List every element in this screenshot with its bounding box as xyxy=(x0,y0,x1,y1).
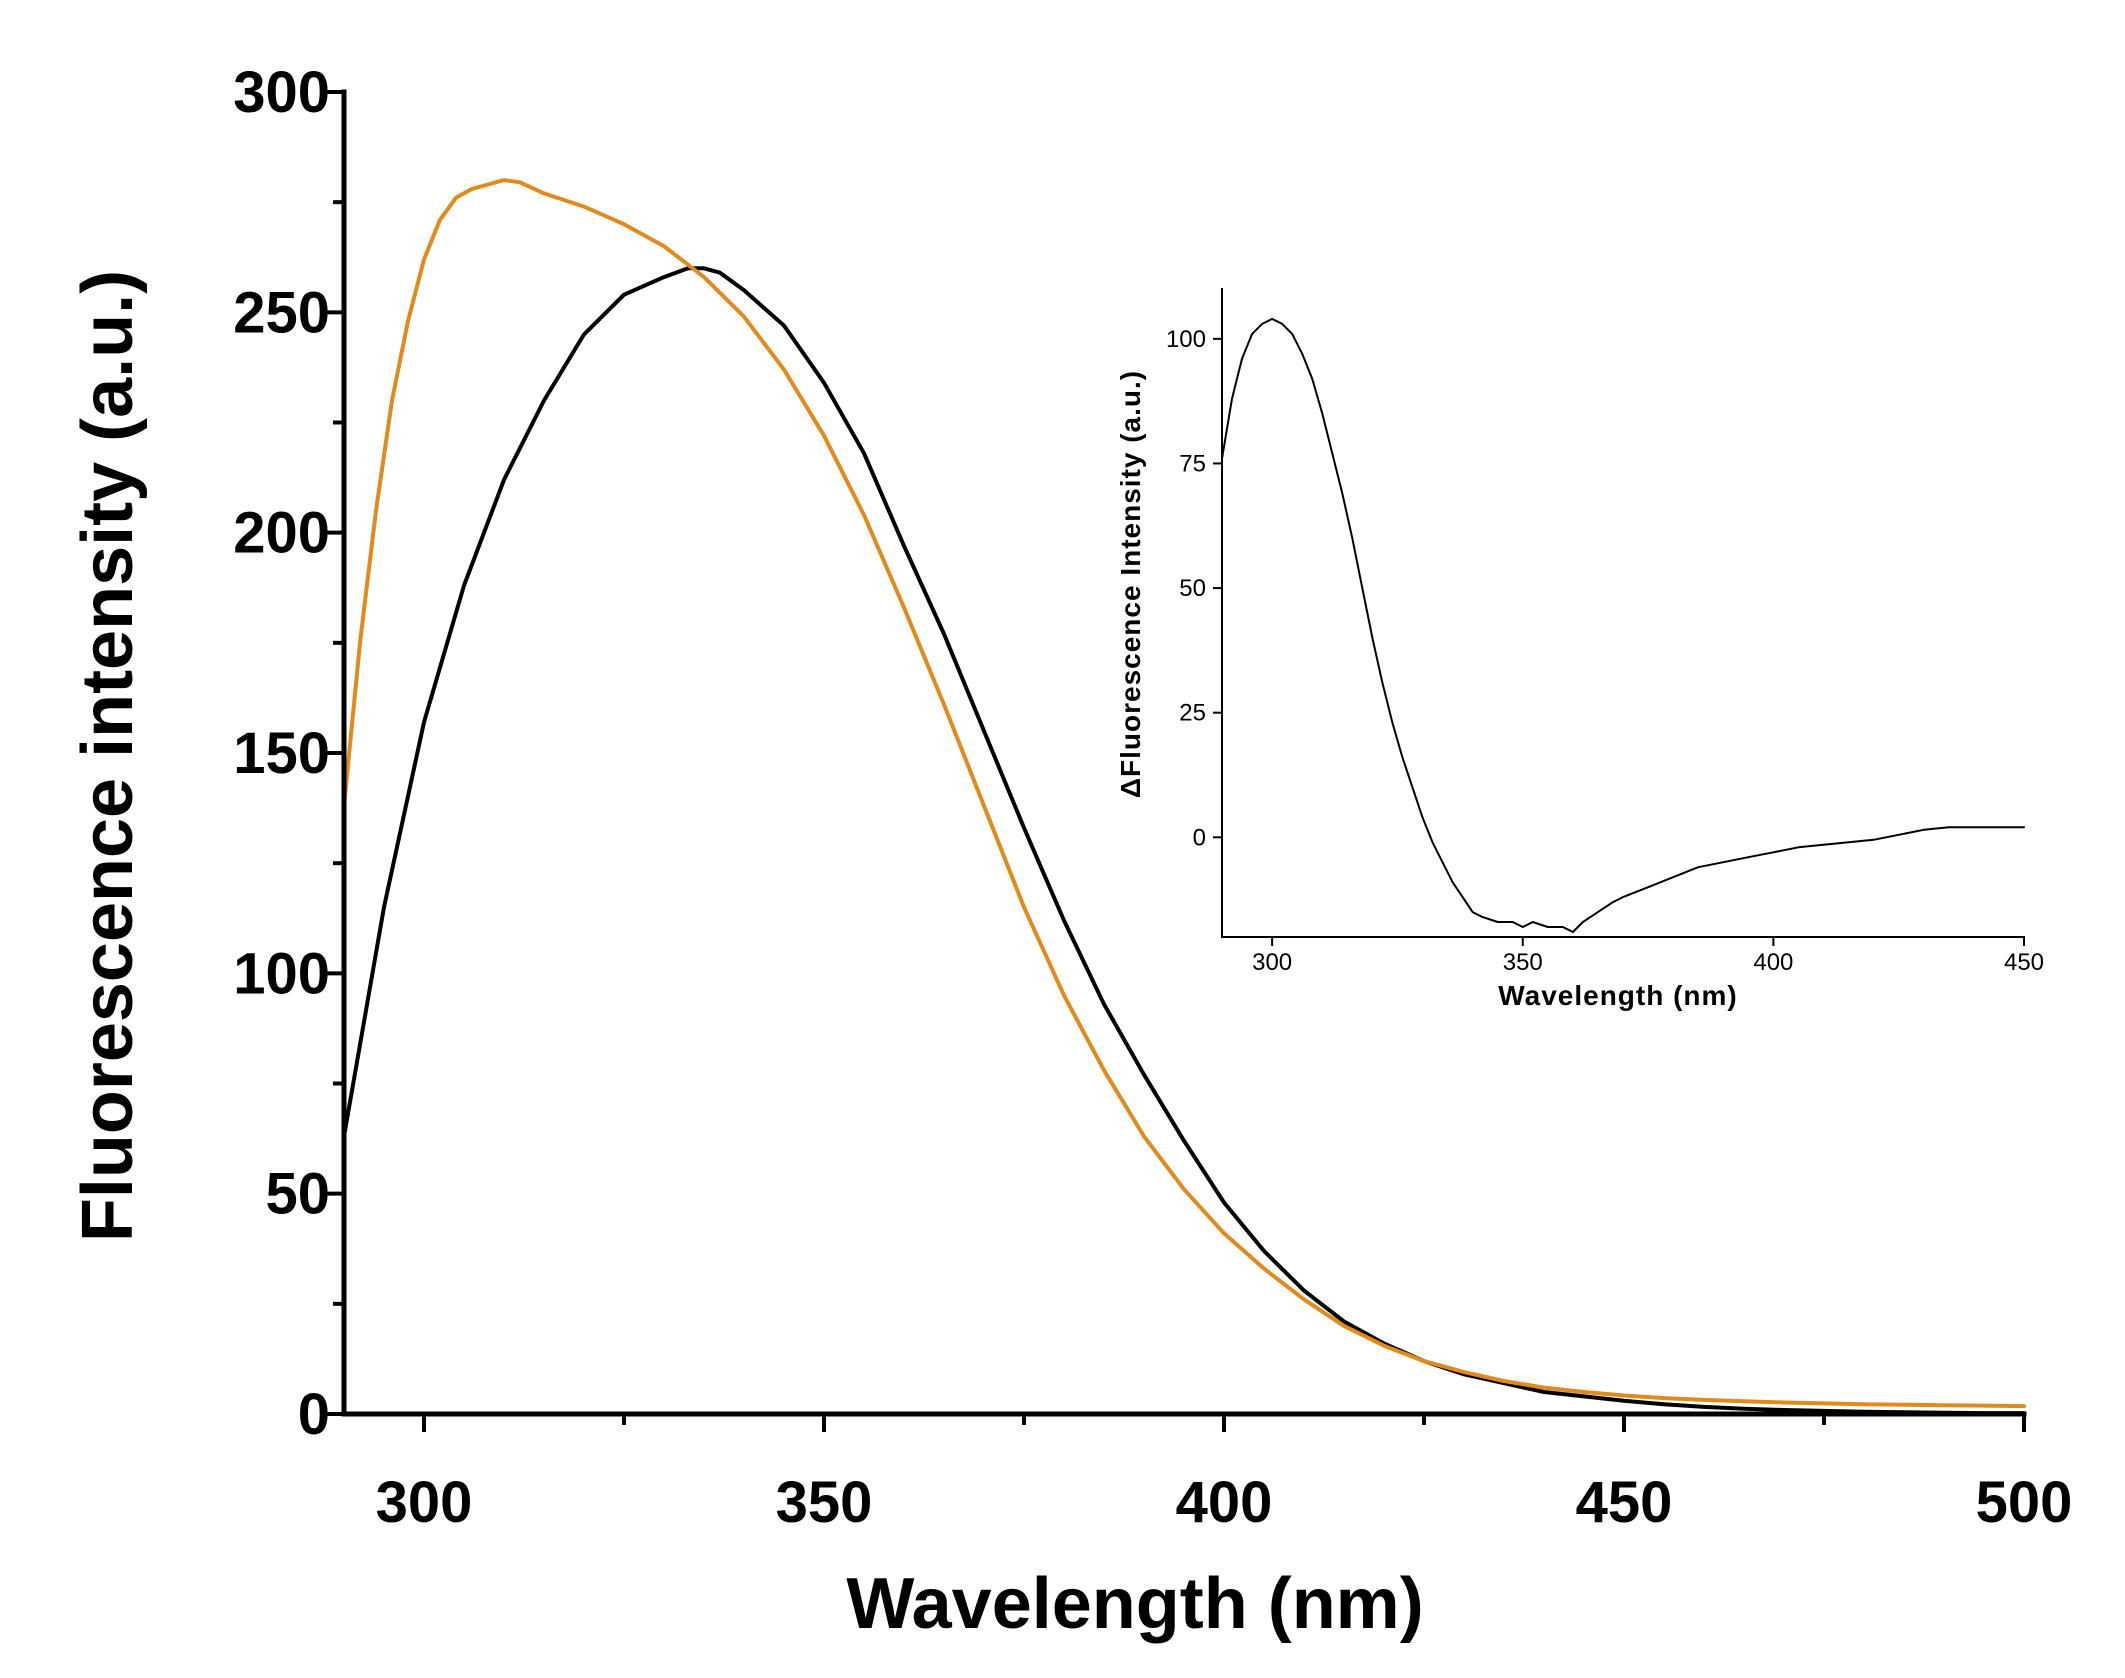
main-x-tick-label: 350 xyxy=(776,1470,873,1535)
inset-y-tick-label: 0 xyxy=(1193,824,1206,851)
inset-x-tick-label: 400 xyxy=(1753,949,1793,976)
main-y-tick-label: 50 xyxy=(265,1162,330,1227)
inset-x-tick-label: 300 xyxy=(1252,949,1292,976)
main-series-group xyxy=(342,178,2026,1416)
main-x-ticks: 300 350 400 450 500 xyxy=(376,1414,2073,1535)
main-x-tick-label: 500 xyxy=(1976,1470,2073,1535)
main-y-axis-title: Fluorescence intensity (a.u.) xyxy=(68,270,148,1242)
inset-y-tick-label: 75 xyxy=(1179,450,1206,477)
main-series-orange-line xyxy=(342,178,2026,1409)
main-x-tick-label: 300 xyxy=(376,1470,473,1535)
inset-y-ticks: 0 25 50 75 100 xyxy=(1166,326,1222,851)
main-y-ticks: 0 50 100 150 200 250 300 xyxy=(233,60,344,1447)
inset-series-difference-line xyxy=(1221,317,2025,933)
main-y-tick-label: 300 xyxy=(233,60,330,125)
inset-y-tick-label: 25 xyxy=(1179,700,1206,727)
inset-x-tick-label: 450 xyxy=(2004,949,2044,976)
main-y-tick-label: 100 xyxy=(233,941,330,1006)
main-y-tick-label: 250 xyxy=(233,280,330,345)
inset-x-axis-title: Wavelength (nm) xyxy=(1498,980,1738,1011)
main-y-tick-label: 150 xyxy=(233,721,330,786)
main-series-black-line xyxy=(342,266,2026,1416)
main-y-tick-label: 0 xyxy=(298,1382,330,1447)
inset-series-group xyxy=(1221,317,2025,933)
inset-y-tick-label: 50 xyxy=(1179,575,1206,602)
inset-y-tick-label: 100 xyxy=(1166,326,1206,353)
main-y-tick-label: 200 xyxy=(233,501,330,566)
inset-x-tick-label: 350 xyxy=(1503,949,1543,976)
inset-y-axis-title: ΔFluorescence Intensity (a.u.) xyxy=(1115,370,1146,798)
main-x-tick-label: 450 xyxy=(1576,1470,1673,1535)
main-x-tick-label: 400 xyxy=(1176,1470,1273,1535)
main-x-axis-title: Wavelength (nm) xyxy=(846,1564,1423,1644)
inset-x-ticks: 300 350 400 450 xyxy=(1252,937,2044,976)
